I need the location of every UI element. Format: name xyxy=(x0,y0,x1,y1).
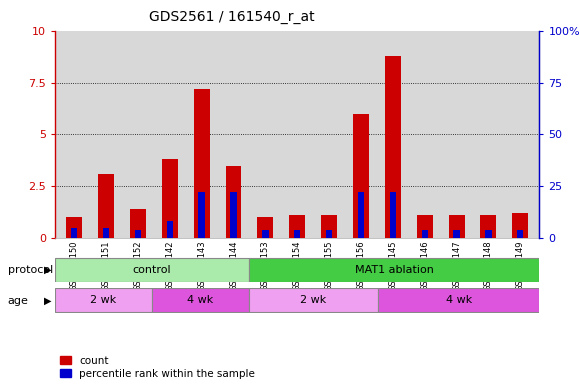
Text: 4 wk: 4 wk xyxy=(187,295,213,306)
Bar xyxy=(98,174,114,238)
Bar xyxy=(390,192,396,238)
Text: age: age xyxy=(8,296,28,306)
Bar xyxy=(226,166,241,238)
Bar xyxy=(194,89,209,238)
Bar xyxy=(198,192,205,238)
Bar xyxy=(385,56,401,238)
Bar xyxy=(103,228,109,238)
Text: 2 wk: 2 wk xyxy=(90,295,117,306)
Text: ▶: ▶ xyxy=(44,296,51,306)
Bar xyxy=(130,209,146,238)
Text: 4 wk: 4 wk xyxy=(445,295,472,306)
Bar xyxy=(249,258,539,282)
Text: GDS2561 / 161540_r_at: GDS2561 / 161540_r_at xyxy=(149,10,315,23)
Bar xyxy=(162,159,177,238)
Bar xyxy=(512,213,528,238)
Bar xyxy=(294,230,300,238)
Bar xyxy=(166,222,173,238)
Text: ▶: ▶ xyxy=(44,265,51,275)
Bar xyxy=(417,215,433,238)
Bar xyxy=(378,288,539,313)
Text: 2 wk: 2 wk xyxy=(300,295,327,306)
Bar xyxy=(289,215,305,238)
Bar xyxy=(422,230,428,238)
Bar xyxy=(326,230,332,238)
Bar xyxy=(358,192,364,238)
Text: protocol: protocol xyxy=(8,265,53,275)
Bar xyxy=(249,288,378,313)
Bar xyxy=(480,215,496,238)
Text: MAT1 ablation: MAT1 ablation xyxy=(355,265,433,275)
Bar xyxy=(517,230,524,238)
Bar xyxy=(321,215,337,238)
Bar xyxy=(152,288,249,313)
Bar xyxy=(135,230,141,238)
Bar xyxy=(55,288,152,313)
Text: control: control xyxy=(133,265,171,275)
Bar xyxy=(262,230,269,238)
Bar xyxy=(485,230,492,238)
Bar xyxy=(71,228,77,238)
Bar xyxy=(258,217,273,238)
Bar xyxy=(230,192,237,238)
Legend: count, percentile rank within the sample: count, percentile rank within the sample xyxy=(60,356,255,379)
Bar xyxy=(66,217,82,238)
Bar xyxy=(353,114,369,238)
Bar xyxy=(454,230,460,238)
Bar xyxy=(448,215,465,238)
Bar xyxy=(55,258,249,282)
